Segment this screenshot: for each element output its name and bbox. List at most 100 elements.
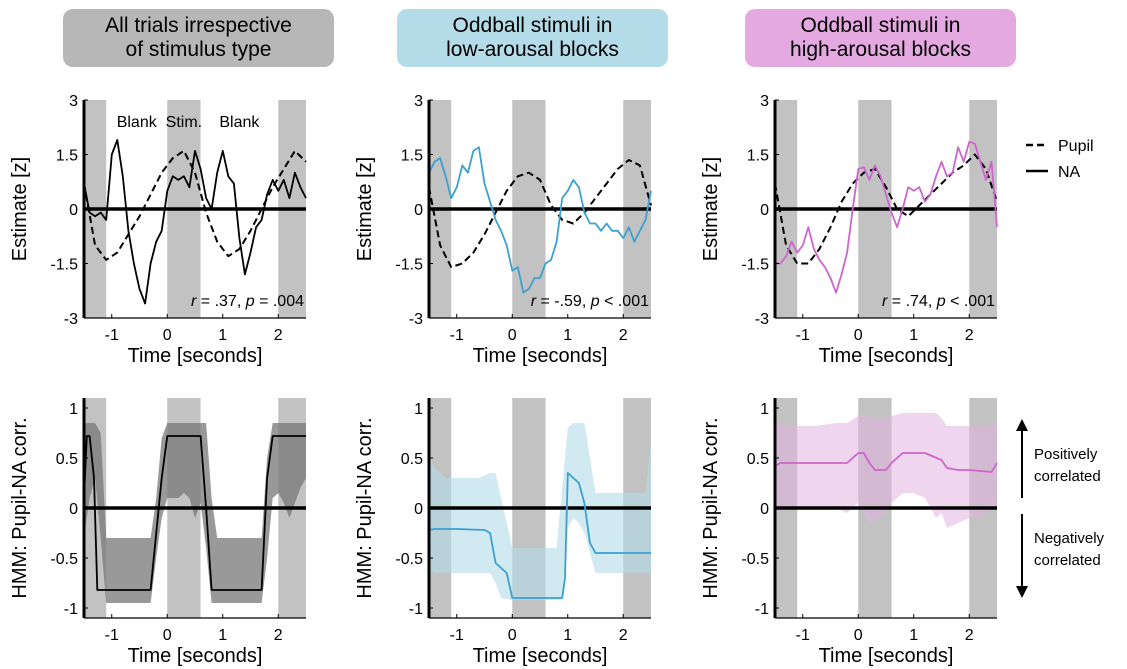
- y-tick-label: -1: [64, 601, 78, 618]
- series-line-pupil: [774, 153, 998, 265]
- subplot-r0-c0: -3 -1.5 0 1.5 3 -1 0 1 2 Time [seconds] Estimate […: [9, 93, 307, 367]
- y-axis-label: Estimate [z]: [700, 157, 722, 261]
- stat-value: = .74,: [887, 293, 936, 310]
- positive-label-line1: Positively: [1034, 446, 1098, 463]
- period-label: Blank: [219, 114, 260, 131]
- series-line-hmm: [83, 435, 306, 591]
- y-tick-label: -3: [64, 311, 78, 328]
- y-axis-label: HMM: Pupil-NA corr.: [700, 417, 722, 598]
- y-tick-label: -3: [755, 311, 769, 328]
- series-line-na: [428, 146, 652, 294]
- x-axis-label: Time [seconds]: [819, 345, 954, 367]
- x-tick-label: 2: [274, 327, 283, 344]
- panel-title-high-arousal: Oddball stimuli in high-arousal blocks: [745, 9, 1016, 67]
- series-line-hmm: [774, 452, 998, 473]
- y-tick-label: -3: [409, 311, 423, 328]
- stat-symbol: r: [191, 293, 197, 310]
- x-tick-label: 0: [508, 627, 517, 644]
- x-tick-label: 2: [965, 327, 974, 344]
- y-tick-label: 1.5: [747, 148, 769, 165]
- x-tick-label: 1: [909, 627, 918, 644]
- y-axis-label: HMM: Pupil-NA corr.: [9, 417, 31, 598]
- x-tick-label: 1: [909, 327, 918, 344]
- stat-annotation: r = -.59, p < .001: [531, 293, 649, 310]
- y-tick-label: 1: [69, 401, 78, 418]
- x-tick-label: 0: [854, 627, 863, 644]
- y-tick-label: -0.5: [741, 551, 769, 568]
- subplot-r0-c2: -3 -1.5 0 1.5 3 -1 0 1 2 Time [seconds] Estimate […: [700, 93, 998, 367]
- x-tick-label: 0: [508, 327, 517, 344]
- y-tick-label: -0.5: [50, 551, 78, 568]
- y-tick-label: 1.5: [401, 148, 423, 165]
- y-axis-label: Estimate [z]: [9, 157, 31, 261]
- x-axis-label: Time [seconds]: [819, 645, 954, 667]
- x-tick-label: -1: [796, 327, 810, 344]
- panel-title-line1: Oddball stimuli in: [800, 14, 961, 37]
- y-tick-label: -0.5: [395, 551, 423, 568]
- period-label: Blank: [117, 114, 158, 131]
- y-tick-label: -1: [755, 601, 769, 618]
- negative-label-line2: correlated: [1034, 552, 1101, 569]
- y-tick-label: 0.5: [747, 451, 769, 468]
- series-line-hmm: [428, 472, 651, 599]
- x-tick-label: 1: [218, 327, 227, 344]
- x-axis-label: Time [seconds]: [473, 645, 608, 667]
- x-tick-label: 1: [218, 627, 227, 644]
- panel-title-line1: All trials irrespective: [105, 14, 292, 37]
- y-axis-label: Estimate [z]: [354, 157, 376, 261]
- legend: Pupil NA: [1026, 138, 1094, 181]
- stat-value: < .001: [946, 293, 995, 310]
- x-tick-label: -1: [796, 627, 810, 644]
- stat-symbol: p: [936, 293, 946, 310]
- x-tick-label: 0: [163, 627, 172, 644]
- y-tick-label: 0: [760, 501, 769, 518]
- y-tick-label: 1: [760, 401, 769, 418]
- negative-label-line1: Negatively: [1034, 530, 1105, 547]
- x-tick-label: 2: [965, 627, 974, 644]
- y-axis-label: HMM: Pupil-NA corr.: [354, 417, 376, 598]
- y-tick-label: 0: [69, 501, 78, 518]
- stat-value: = .37,: [196, 293, 245, 310]
- x-tick-label: 0: [163, 327, 172, 344]
- stat-symbol: p: [590, 293, 600, 310]
- x-axis-label: Time [seconds]: [128, 645, 263, 667]
- positive-label-line2: correlated: [1034, 468, 1101, 485]
- subplot-r1-c2: -1 -0.5 0 0.5 1 -1 0 1 2 Time [seconds] HMM: Pupil…: [700, 398, 998, 667]
- series-line-pupil: [428, 159, 652, 269]
- y-tick-label: -1.5: [741, 257, 769, 274]
- y-tick-label: 1.5: [56, 148, 78, 165]
- y-tick-label: 0.5: [401, 451, 423, 468]
- y-tick-label: 0: [414, 501, 423, 518]
- subplot-r1-c1: -1 -0.5 0 0.5 1 -1 0 1 2 Time [seconds] HMM: Pupil…: [354, 398, 651, 667]
- x-axis-label: Time [seconds]: [128, 345, 263, 367]
- legend-na-label: NA: [1058, 164, 1081, 181]
- x-tick-label: -1: [450, 327, 464, 344]
- stat-annotation: r = .37, p = .004: [191, 293, 304, 310]
- panel-title-all-trials: All trials irrespective of stimulus type: [63, 9, 334, 67]
- x-axis-label: Time [seconds]: [473, 345, 608, 367]
- series-line-na: [83, 139, 307, 305]
- y-tick-label: 0: [414, 202, 423, 219]
- x-tick-label: -1: [105, 327, 119, 344]
- x-tick-label: 1: [563, 627, 572, 644]
- stat-symbol: r: [531, 293, 537, 310]
- x-tick-label: -1: [450, 627, 464, 644]
- y-tick-label: 0.5: [56, 451, 78, 468]
- y-tick-label: 3: [760, 93, 769, 110]
- x-tick-label: 0: [854, 327, 863, 344]
- x-tick-label: 2: [619, 327, 628, 344]
- stat-value: = .004: [255, 293, 304, 310]
- x-tick-label: 2: [619, 627, 628, 644]
- plot-grid: -3 -1.5 0 1.5 3 -1 0 1 2 Time [seconds] Estimate […: [9, 93, 998, 667]
- y-tick-label: 3: [69, 93, 78, 110]
- y-tick-label: 1: [414, 401, 423, 418]
- x-tick-label: 2: [274, 627, 283, 644]
- y-tick-label: 0: [760, 202, 769, 219]
- stat-symbol: p: [245, 293, 255, 310]
- panel-title-line2: low-arousal blocks: [446, 38, 619, 61]
- negative-arrowhead-icon: [1016, 586, 1028, 598]
- period-label: Stim.: [166, 114, 202, 131]
- panel-title-line2: high-arousal blocks: [790, 38, 971, 61]
- stat-value: < .001: [600, 293, 649, 310]
